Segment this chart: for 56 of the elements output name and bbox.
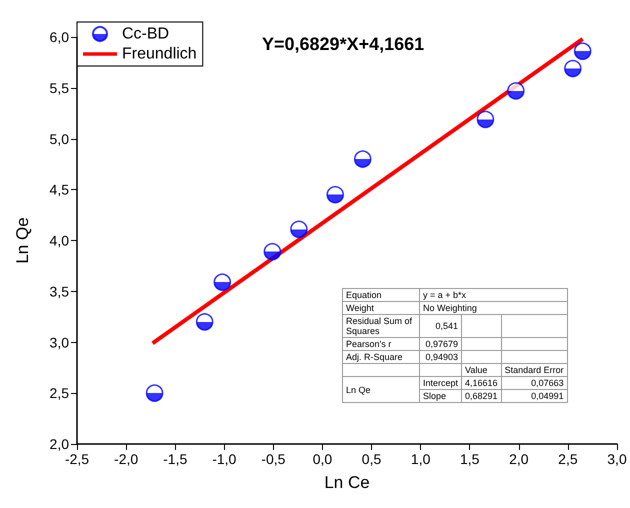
annotation: Y=0,6829*X+4,1661 [262, 34, 424, 55]
annotation: No Weighting [420, 302, 568, 314]
annotation: 0,04991 [501, 390, 568, 402]
y-tick-label: 5,5 [50, 80, 70, 96]
point [146, 384, 164, 402]
x-tick-label: 0,5 [362, 451, 382, 467]
annotation: 0,94903 [420, 350, 462, 364]
point [196, 313, 214, 331]
x-tick-label: -0,5 [261, 451, 286, 467]
point [476, 110, 494, 128]
annotation: y = a + b*x [420, 288, 568, 302]
x-tick-label: -1,5 [163, 451, 188, 467]
x-axis-title: Ln Ce [324, 473, 370, 492]
annotation: Standard Error [501, 364, 568, 376]
x-tick-label: 1,0 [410, 451, 431, 467]
x-tick-label: -2,0 [114, 451, 138, 467]
point [507, 82, 525, 100]
x-tick-label: 1,5 [460, 451, 480, 467]
point [214, 273, 232, 291]
point [264, 242, 282, 260]
annotation: 0,07663 [501, 376, 568, 390]
annotation: Slope [420, 390, 462, 402]
annotation: Residual Sum of Squares [342, 314, 420, 338]
x-tick-label: 3,0 [607, 451, 627, 467]
y-tick-label: 4,0 [50, 232, 70, 248]
y-tick-label: 6,0 [50, 29, 70, 45]
point [354, 150, 372, 168]
y-tick-label: 2,5 [50, 385, 70, 402]
legend-label: Freundlich [122, 46, 197, 62]
y-tick-label: 5,0 [50, 130, 70, 147]
x-tick-label: -1,0 [212, 451, 237, 467]
point [574, 42, 592, 60]
annotation: Ln Qe [342, 376, 420, 402]
annotation: Intercept [420, 376, 462, 390]
annotation: Equation [342, 288, 420, 302]
x-tick-label: 0,0 [312, 451, 332, 467]
x-tick-label: 2,0 [509, 451, 529, 467]
annotation: 0,97679 [420, 338, 462, 350]
y-tick-label: 3,0 [50, 334, 70, 350]
y-axis-title: Ln Qe [13, 217, 32, 264]
annotation: Adj. R-Square [342, 350, 420, 364]
annotation: Weight [342, 302, 420, 314]
annotation: Pearson's r [342, 338, 420, 350]
legend-label: Cc-BD [122, 26, 170, 42]
x-tick-label: -2,5 [64, 451, 90, 467]
y-tick-label: 2,0 [50, 436, 70, 452]
point [564, 60, 582, 78]
annotation: 0,541 [420, 314, 462, 338]
annotation: Value [462, 364, 502, 376]
x-tick-label: 2,5 [558, 451, 578, 467]
y-tick-label: 4,5 [50, 182, 70, 198]
point [326, 186, 344, 204]
y-tick-label: 3,5 [50, 283, 70, 300]
point [290, 220, 308, 238]
annotation: 0,68291 [462, 390, 502, 402]
annotation: 4,16616 [462, 376, 502, 390]
